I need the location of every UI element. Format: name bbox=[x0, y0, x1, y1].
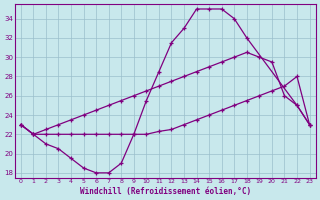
X-axis label: Windchill (Refroidissement éolien,°C): Windchill (Refroidissement éolien,°C) bbox=[80, 187, 251, 196]
